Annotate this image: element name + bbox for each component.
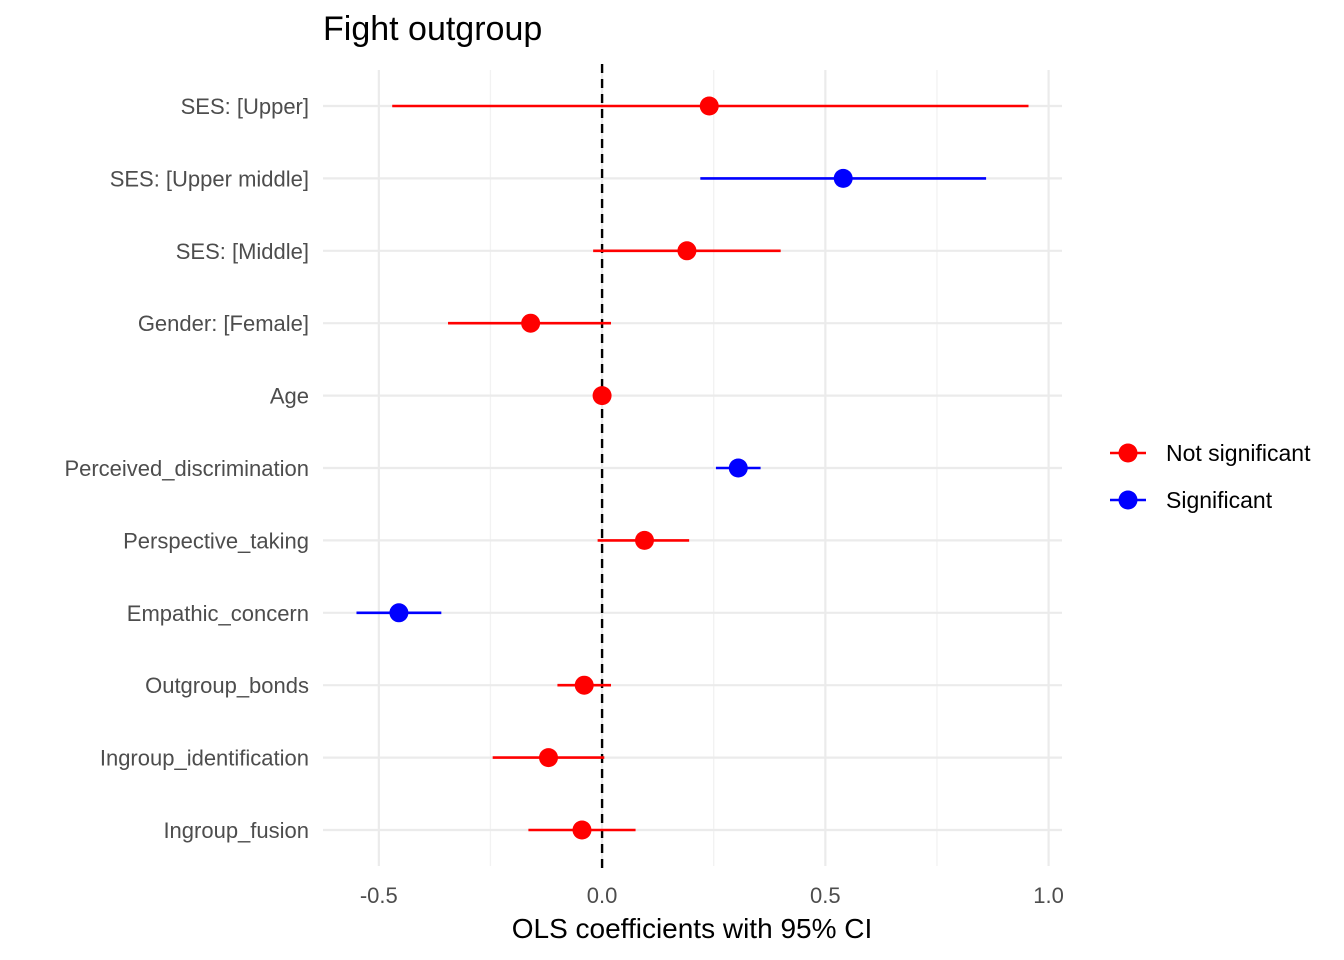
- estimate-point: [521, 313, 541, 333]
- y-tick-label: SES: [Upper middle]: [110, 166, 309, 191]
- x-tick-label: 0.5: [810, 883, 841, 908]
- estimate-point: [389, 603, 409, 623]
- legend-key-point: [1118, 443, 1138, 463]
- estimate-point: [634, 530, 654, 550]
- legend-key-point: [1118, 490, 1138, 510]
- y-tick-label: Ingroup_identification: [100, 746, 309, 771]
- estimate-point: [572, 820, 592, 840]
- chart-title: Fight outgroup: [323, 10, 542, 48]
- x-axis-tick-labels: -0.5 0.0 0.5 1.0: [360, 883, 1064, 908]
- y-tick-label: SES: [Upper]: [181, 94, 309, 119]
- y-axis-labels: SES: [Upper] SES: [Upper middle] SES: [Mid…: [64, 94, 309, 843]
- y-tick-label: SES: [Middle]: [176, 239, 309, 264]
- estimate-point: [592, 386, 612, 406]
- estimate-point: [833, 168, 853, 188]
- coefficient-marks: [356, 96, 1029, 840]
- legend-label: Significant: [1166, 487, 1273, 513]
- x-tick-label: -0.5: [360, 883, 398, 908]
- legend-label: Not significant: [1166, 440, 1311, 466]
- estimate-point: [699, 96, 719, 116]
- x-tick-label: 0.0: [587, 883, 618, 908]
- x-axis-title: OLS coefficients with 95% CI: [512, 913, 873, 944]
- estimate-point: [538, 748, 558, 768]
- y-tick-label: Age: [270, 384, 309, 409]
- major-gridlines: [323, 70, 1062, 866]
- y-tick-label: Ingroup_fusion: [163, 818, 309, 843]
- x-tick-label: 1.0: [1033, 883, 1064, 908]
- estimate-point: [574, 675, 594, 695]
- estimate-point: [728, 458, 748, 478]
- y-tick-label: Empathic_concern: [127, 601, 309, 626]
- y-tick-label: Perspective_taking: [123, 528, 309, 553]
- y-tick-label: Outgroup_bonds: [145, 673, 309, 698]
- y-tick-label: Gender: [Female]: [138, 311, 309, 336]
- estimate-point: [677, 241, 697, 261]
- y-tick-label: Perceived_discrimination: [64, 456, 309, 481]
- legend: Not significant Significant: [1110, 440, 1311, 513]
